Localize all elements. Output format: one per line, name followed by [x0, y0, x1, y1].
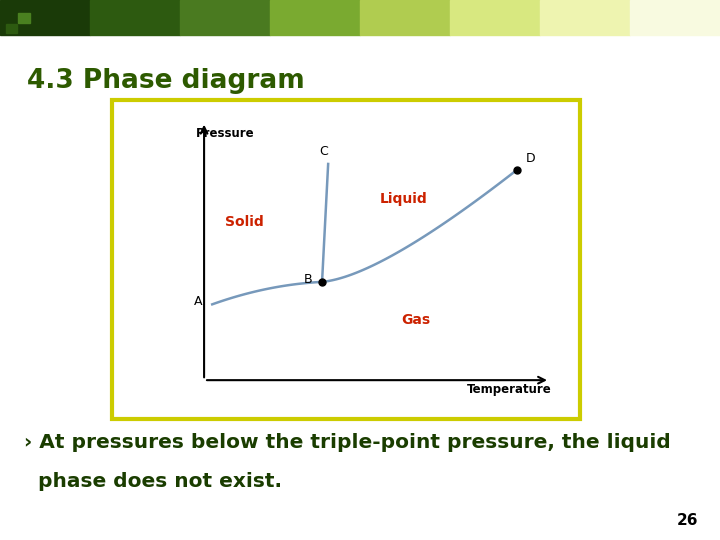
Bar: [6, 24, 17, 33]
Bar: [180, 0, 270, 35]
Text: › At pressures below the triple-point pressure, the liquid: › At pressures below the triple-point pr…: [24, 433, 670, 452]
Bar: [90, 0, 180, 35]
Text: 26: 26: [677, 513, 698, 528]
Text: Liquid: Liquid: [379, 192, 427, 206]
Bar: [0, 0, 90, 35]
Bar: [18, 13, 30, 23]
Bar: [540, 0, 630, 35]
Bar: [6, 6, 17, 23]
Text: A: A: [194, 295, 202, 308]
Text: Gas: Gas: [401, 313, 430, 327]
Text: B: B: [303, 273, 312, 286]
Text: Temperature: Temperature: [467, 383, 552, 396]
Text: phase does not exist.: phase does not exist.: [24, 472, 282, 491]
Bar: [630, 0, 720, 35]
Text: Solid: Solid: [225, 215, 264, 229]
Bar: [360, 0, 450, 35]
Text: C: C: [320, 145, 328, 158]
Bar: [270, 0, 360, 35]
Text: Pressure: Pressure: [196, 127, 255, 140]
Text: 4.3 Phase diagram: 4.3 Phase diagram: [27, 68, 305, 93]
Bar: [112, 100, 580, 418]
Bar: [450, 0, 540, 35]
Text: D: D: [526, 152, 535, 165]
